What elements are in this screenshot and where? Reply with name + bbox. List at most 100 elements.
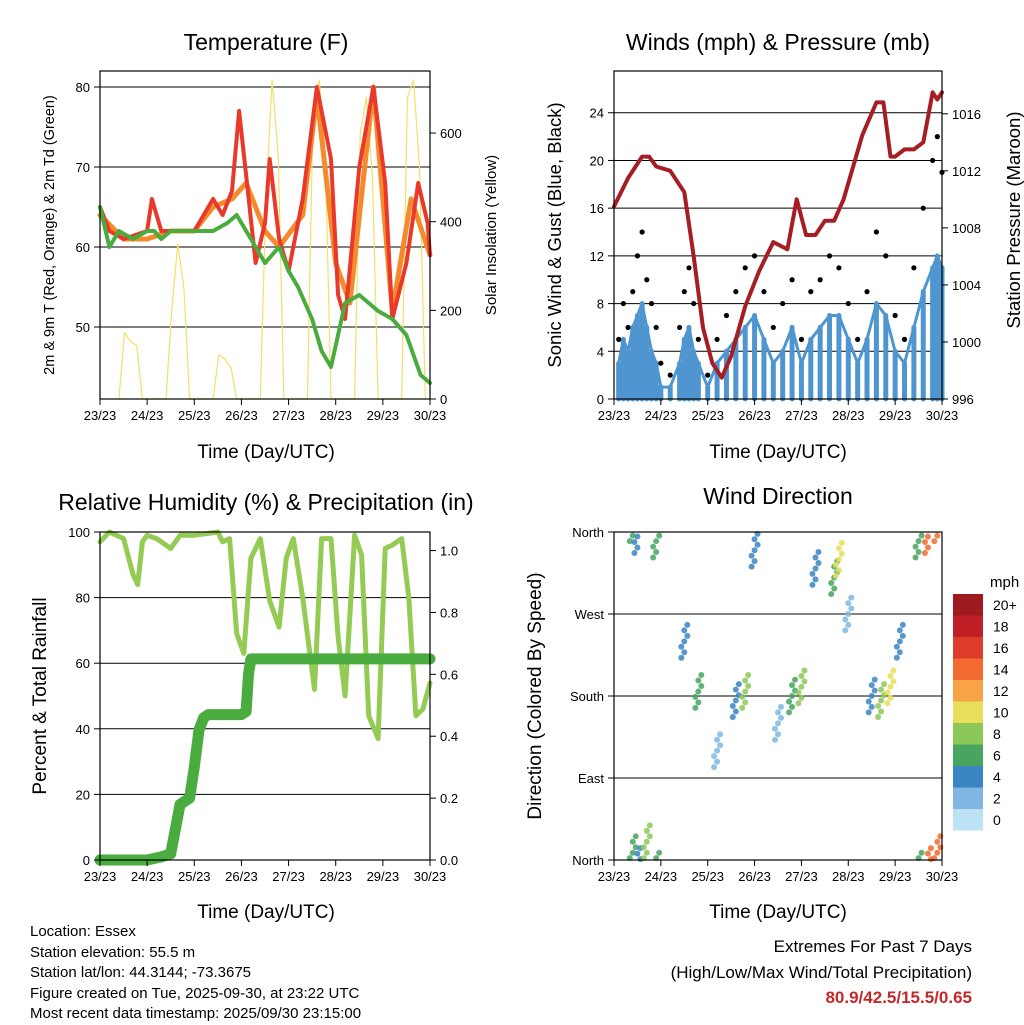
direction-point: [835, 545, 842, 552]
direction-point: [934, 532, 941, 539]
x-tick-label: 26/23: [225, 408, 258, 423]
direction-point: [732, 686, 739, 693]
figure-created: Figure created on Tue, 2025-09-30, at 23…: [30, 984, 360, 1002]
gust-point: [873, 229, 880, 235]
direction-point: [778, 703, 784, 710]
direction-point: [931, 538, 938, 545]
direction-point: [754, 541, 761, 548]
colorbar-label: 18: [993, 619, 1009, 635]
x-tick-label: 24/23: [645, 869, 678, 884]
y2-tick-label: 0.2: [440, 791, 458, 806]
direction-point: [717, 742, 724, 749]
direction-point: [815, 549, 822, 556]
direction-point: [890, 667, 897, 674]
direction-point: [868, 703, 875, 710]
y-tick-label: 0: [83, 853, 90, 868]
y-tick-label: 80: [76, 80, 90, 95]
gust-point: [883, 253, 889, 259]
direction-point: [801, 667, 808, 674]
direction-point: [646, 822, 653, 829]
direction-point: [832, 572, 839, 579]
direction-point: [632, 833, 639, 840]
direction-point: [714, 747, 721, 754]
direction-point: [868, 693, 875, 699]
direction-point: [739, 693, 746, 700]
direction-point: [646, 833, 653, 840]
colorbar-swatch: [953, 787, 983, 809]
direction-point: [626, 538, 633, 545]
direction-point: [678, 654, 685, 661]
direction-point: [899, 632, 906, 639]
direction-point: [692, 704, 699, 711]
humidity-x-label: Time (Day/UTC): [197, 902, 335, 923]
colorbar-swatch: [953, 658, 983, 680]
gust-point: [648, 300, 655, 307]
y-tick-label: 16: [590, 201, 604, 216]
direction-point: [832, 561, 839, 568]
y2-tick-label: 1016: [952, 107, 981, 122]
y2-tick-label: 200: [440, 303, 462, 318]
direction-point: [896, 649, 903, 656]
direction-point: [775, 731, 781, 738]
direction-point: [732, 697, 739, 704]
direction-point: [838, 539, 845, 546]
direction-point: [772, 725, 778, 732]
rh-line: [97, 529, 433, 742]
gust-point: [625, 324, 631, 331]
humidity-title: Relative Humidity (%) & Precipitation (i…: [58, 489, 473, 515]
direction-point: [921, 549, 928, 556]
extremes-title: Extremes For Past 7 Days: [773, 937, 972, 956]
gust-point: [653, 324, 659, 331]
direction-point: [878, 697, 885, 704]
direction-point: [848, 594, 855, 601]
direction-point: [739, 704, 746, 711]
direction-point: [650, 554, 657, 561]
direction-point: [878, 686, 885, 693]
direction-point: [835, 567, 842, 574]
x-tick-label: 28/23: [832, 408, 865, 423]
winds-x-label: Time (Day/UTC): [709, 442, 847, 463]
y-tick-label: North: [572, 853, 604, 868]
colorbar-swatch: [953, 766, 983, 788]
direction-point: [778, 714, 784, 721]
gust-point: [681, 289, 687, 295]
direction-point: [912, 554, 919, 561]
y2-tick-label: 1000: [952, 335, 981, 350]
direction-point: [643, 838, 650, 845]
direction-point: [792, 676, 799, 683]
direction-point: [828, 590, 835, 597]
y2-tick-label: 1004: [952, 278, 981, 293]
gust-point: [677, 324, 683, 331]
direction-point: [789, 682, 796, 689]
pressure-line: [612, 90, 944, 380]
direction-point: [845, 611, 852, 617]
pressure-y-label: Station Pressure (Maroon): [1003, 112, 1024, 329]
gust-point: [934, 134, 940, 140]
gust-point: [630, 289, 636, 295]
gust-point: [705, 372, 711, 378]
y-tick-label: 0: [597, 392, 604, 407]
direction-point: [681, 649, 688, 656]
colorbar-swatch: [953, 701, 983, 723]
direction-point: [629, 838, 636, 845]
direction-point: [842, 627, 849, 634]
gust-point: [616, 336, 622, 342]
gust-point: [751, 253, 758, 259]
sonic-wind-line: [617, 254, 944, 389]
direction-point: [775, 709, 781, 716]
direction-point: [695, 699, 702, 706]
station-elevation: Station elevation: 55.5 m: [30, 943, 196, 961]
direction-point: [875, 713, 882, 720]
direction-point: [732, 708, 739, 715]
direction-point: [748, 552, 755, 559]
direction-point: [786, 709, 793, 716]
station-latlon: Station lat/lon: 44.3144; -73.3675: [30, 964, 252, 981]
y-tick-label: 100: [68, 525, 90, 540]
gust-point: [695, 336, 701, 342]
colorbar-label: 16: [993, 640, 1009, 656]
colorbar-label: 2: [993, 791, 1001, 807]
x-tick-label: 24/23: [131, 869, 164, 884]
direction-point: [742, 688, 749, 695]
x-tick-label: 30/23: [926, 408, 959, 423]
direction-point: [653, 538, 660, 545]
